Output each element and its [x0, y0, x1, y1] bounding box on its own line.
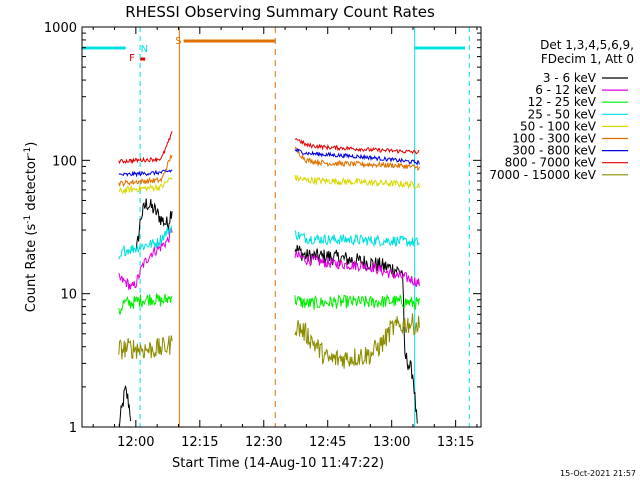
series-50-100-kev-seg2 [294, 174, 420, 190]
series-12-25-kev-seg1 [118, 293, 173, 315]
y-axis: 1 10 100 1000 [44, 21, 481, 436]
legend-label: 12 - 25 keV [528, 95, 597, 109]
x-tick-label: 12:15 [181, 435, 218, 450]
legend-label: 800 - 7000 keV [505, 156, 597, 170]
legend-label: 7000 - 15000 keV [489, 168, 596, 182]
series-50-100-kev-seg1 [118, 177, 173, 195]
series-7000-15000-kev-seg2 [294, 313, 420, 369]
legend-label: 25 - 50 keV [528, 107, 597, 121]
x-axis: 12:00 12:15 12:30 12:45 13:00 13:15 [92, 27, 478, 450]
series-300-800-kev-seg1 [118, 169, 173, 178]
series-3-6-kev-seg2 [294, 244, 418, 424]
plot-area: FN S [81, 27, 470, 428]
y-tick-label: 10 [60, 288, 77, 303]
legend: Det 1,3,4,5,6,9, FDecim 1, Att 0 3 - 6 k… [489, 38, 634, 182]
x-tick-label: 13:00 [373, 435, 410, 450]
plot-frame [81, 26, 482, 428]
x-tick-label: 12:45 [309, 435, 346, 450]
y-tick-label: 1 [69, 421, 77, 436]
series-7000-15000-kev-seg1 [118, 335, 173, 360]
legend-header-line-2: FDecim 1, Att 0 [541, 52, 634, 66]
flag-label-n: N [141, 44, 148, 55]
series-300-800-kev-seg2 [294, 147, 420, 166]
legend-header-line-1: Det 1,3,4,5,6,9, [540, 38, 634, 52]
x-tick-label: 13:15 [437, 435, 474, 450]
x-tick-label: 12:00 [117, 435, 154, 450]
series-6-12-kev-seg1 [118, 227, 173, 291]
x-tick-label: 12:30 [245, 435, 282, 450]
series-12-25-kev-seg2 [294, 293, 420, 310]
x-axis-label: Start Time (14-Aug-10 11:47:22) [172, 456, 384, 471]
legend-label: 6 - 12 keV [535, 83, 597, 97]
y-axis-label: Count Rate (s-1 detector-1) [23, 142, 39, 313]
series-100-300-kev-seg1 [118, 154, 173, 188]
series-3-6-kev-seg1b [135, 198, 173, 249]
flag-label-f: F [129, 53, 135, 64]
legend-label: 50 - 100 keV [520, 119, 597, 133]
series-25-50-kev-seg1 [118, 225, 173, 260]
flag-label-s: S [175, 36, 181, 47]
legend-label: 300 - 800 keV [512, 144, 596, 158]
footer-timestamp: 15-Oct-2021 21:57 [560, 469, 636, 478]
legend-label: 100 - 300 keV [512, 132, 596, 146]
series-800-7000-kev-seg2 [294, 138, 420, 155]
y-tick-label: 1000 [44, 21, 77, 36]
series-3-6-kev-seg1 [118, 385, 132, 428]
y-tick-label: 100 [52, 154, 77, 169]
chart-title: RHESSI Observing Summary Count Rates [125, 3, 435, 21]
series-100-300-kev-seg2 [294, 146, 420, 171]
legend-label: 3 - 6 keV [543, 71, 597, 85]
series-800-7000-kev-seg1 [118, 131, 173, 165]
series-6-12-kev-seg2 [294, 250, 420, 288]
series-25-50-kev-seg2 [294, 230, 420, 248]
